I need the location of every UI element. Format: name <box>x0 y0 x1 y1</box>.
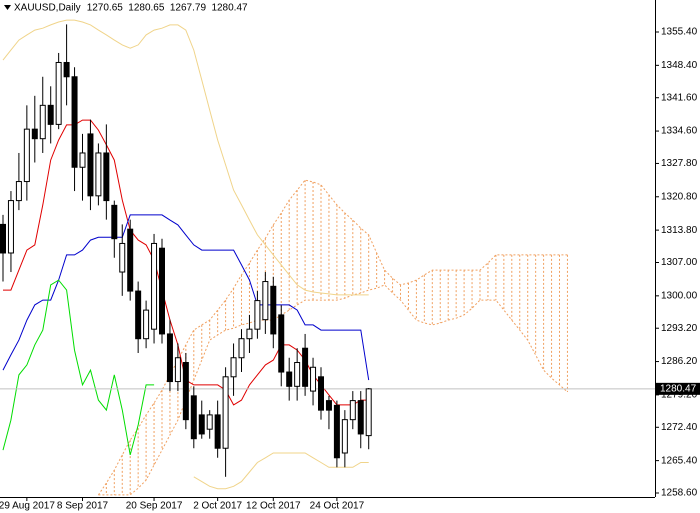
y-tick-label: 1307.00 <box>661 257 698 268</box>
candle-body <box>95 152 102 197</box>
candle-body <box>206 414 213 430</box>
y-tick-label: 1272.40 <box>661 422 698 433</box>
y-tick-label: 1293.20 <box>661 323 698 334</box>
candle-body <box>318 376 324 411</box>
candle-body <box>151 242 158 330</box>
candle-body <box>7 200 14 254</box>
candle-body <box>55 61 62 125</box>
candle-body <box>246 328 253 340</box>
candle-body <box>0 223 6 254</box>
y-tick-label: 1300.00 <box>661 290 698 301</box>
y-tick-label: 1327.80 <box>661 158 698 169</box>
indicator-line <box>2 214 370 381</box>
y-tick-label: 1355.40 <box>661 27 698 38</box>
candle-body <box>333 404 340 459</box>
y-tick-label: 1341.60 <box>661 92 698 103</box>
y-tick-label: 1334.60 <box>661 126 698 137</box>
candle-body <box>198 414 205 435</box>
candle-body <box>302 347 309 387</box>
candle-body <box>135 290 142 340</box>
y-tick-label: 1348.40 <box>661 60 698 71</box>
candle-body <box>214 414 221 449</box>
x-tick-label: 20 Sep 2017 <box>126 501 183 512</box>
y-tick-label: 1286.20 <box>661 356 698 367</box>
candle-body <box>230 357 237 378</box>
x-tick-label: 24 Oct 2017 <box>310 501 365 512</box>
candle-body <box>270 285 277 335</box>
candle-body <box>127 228 134 292</box>
candle-body <box>31 128 38 140</box>
candle-body <box>286 371 293 387</box>
candle-body <box>190 395 197 440</box>
readout-high: 1280.65 <box>128 3 165 14</box>
x-tick-label: 12 Oct 2017 <box>246 501 301 512</box>
candle-body <box>262 281 269 321</box>
price-tag: 1280.47 <box>660 383 697 394</box>
candle-body <box>222 376 229 449</box>
x-tick-label: 29 Aug 2017 <box>0 501 55 512</box>
candle-body <box>174 357 181 383</box>
candle-body <box>87 133 94 197</box>
candle-body <box>365 388 372 437</box>
y-tick-label: 1313.80 <box>661 225 698 236</box>
x-tick-label: 2 Oct 2017 <box>193 501 242 512</box>
candle-body <box>159 247 165 335</box>
candle-body <box>254 300 261 330</box>
candle-body <box>294 362 301 387</box>
indicator-line <box>193 452 369 490</box>
candle-body <box>143 309 150 340</box>
x-tick-label: 8 Sep 2017 <box>57 501 109 512</box>
candle-body <box>47 104 54 125</box>
y-tick-label: 1258.60 <box>661 488 698 499</box>
price-tag-bg <box>656 382 700 395</box>
candle-body <box>15 181 22 202</box>
candle-body <box>325 400 332 411</box>
candle-body <box>39 104 46 140</box>
y-tick-label: 1279.20 <box>661 390 698 401</box>
candle-body <box>103 152 110 202</box>
y-tick-label: 1320.80 <box>661 191 698 202</box>
candle-body <box>357 400 364 435</box>
chart-header: XAUUSD,Daily 1270.65 1280.65 1267.79 128… <box>4 3 248 14</box>
candle-body <box>79 152 86 168</box>
chart-title: XAUUSD,Daily <box>14 3 81 14</box>
cloud-edge <box>98 284 568 496</box>
candle-body <box>111 204 118 240</box>
candle-body <box>238 338 245 359</box>
candle-body <box>63 61 70 78</box>
indicator-line <box>2 19 369 296</box>
candle-body <box>349 400 356 421</box>
candle-body <box>23 128 30 183</box>
plot-area <box>0 19 655 496</box>
y-tick-label: 1265.40 <box>661 455 698 466</box>
candle-body <box>119 242 126 273</box>
candle-body <box>182 362 189 421</box>
readout-low: 1267.79 <box>170 3 207 14</box>
candle-body <box>166 333 173 383</box>
indicator-line <box>2 279 155 456</box>
candle-body <box>310 366 317 392</box>
candle-body <box>341 419 348 454</box>
candle-body <box>278 314 285 373</box>
candle-body <box>71 76 78 168</box>
readout-close: 1280.47 <box>211 3 248 14</box>
readout-open: 1270.65 <box>87 3 124 14</box>
menu-arrow <box>4 5 11 10</box>
